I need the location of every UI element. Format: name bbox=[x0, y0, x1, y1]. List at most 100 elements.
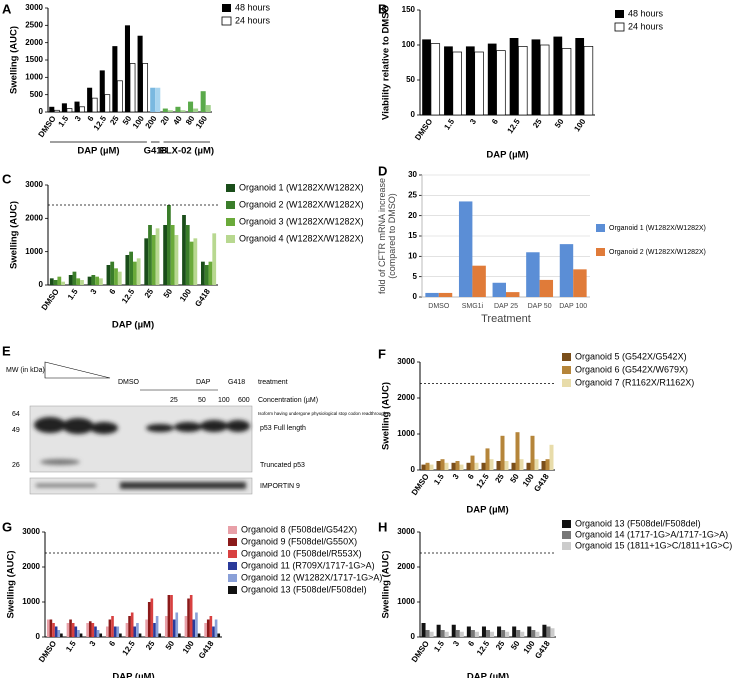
bar bbox=[429, 464, 434, 470]
x-tick-label: DMSO bbox=[410, 472, 431, 497]
treatment-name: G418 bbox=[228, 379, 245, 386]
bar bbox=[481, 626, 486, 637]
bar bbox=[53, 109, 60, 113]
bar bbox=[94, 626, 97, 637]
x-tick-label: DMSO bbox=[37, 639, 58, 664]
bar bbox=[116, 626, 120, 637]
x-tick-label: 6 bbox=[108, 287, 118, 296]
y-tick-label: 100 bbox=[402, 40, 416, 49]
x-tick-label: 200 bbox=[144, 114, 159, 131]
bar bbox=[466, 462, 471, 470]
legend-swatch bbox=[228, 574, 237, 582]
bar bbox=[520, 631, 525, 637]
bar bbox=[212, 233, 217, 285]
y-tick-label: 1000 bbox=[397, 597, 415, 606]
bar bbox=[518, 46, 528, 116]
band-label: p53 Full length bbox=[260, 425, 306, 432]
x-tick-label: 25 bbox=[531, 117, 544, 130]
bar bbox=[197, 633, 201, 637]
bar bbox=[138, 633, 142, 637]
bar bbox=[459, 464, 464, 470]
bar bbox=[455, 630, 460, 637]
bar bbox=[188, 101, 194, 112]
bar bbox=[549, 444, 554, 470]
bar bbox=[214, 619, 218, 637]
legend-label: Organoid 13 (F508del/F508del) bbox=[241, 584, 367, 594]
legend-swatch bbox=[226, 218, 235, 226]
bar bbox=[150, 87, 156, 112]
x-tick-label: G418 bbox=[197, 639, 216, 661]
band-label: IMPORTIN 9 bbox=[260, 483, 300, 490]
band-label: Truncated p53 bbox=[260, 462, 305, 469]
group-label: DAP (µM) bbox=[77, 146, 119, 157]
bar bbox=[485, 630, 491, 637]
legend-label: Organoid 1 (W1282X/W1282X) bbox=[239, 182, 364, 192]
x-tick-label: DMSO bbox=[428, 303, 450, 310]
legend-swatch bbox=[226, 201, 235, 209]
bar bbox=[136, 258, 141, 285]
bar bbox=[128, 616, 131, 637]
legend-swatch bbox=[228, 538, 237, 546]
bar bbox=[440, 459, 445, 470]
x-axis-label: DAP (µM) bbox=[486, 150, 528, 161]
legend-swatch bbox=[562, 379, 571, 387]
bar bbox=[430, 43, 441, 116]
legend-swatch bbox=[562, 520, 571, 528]
x-tick-label: 6 bbox=[490, 117, 500, 126]
band bbox=[36, 484, 96, 487]
legend-swatch bbox=[562, 366, 571, 374]
bar bbox=[452, 51, 462, 116]
legend-swatch bbox=[226, 235, 235, 243]
bar bbox=[459, 631, 464, 637]
bar bbox=[91, 97, 98, 113]
bar bbox=[178, 633, 181, 637]
legend-label: 24 hours bbox=[628, 21, 664, 31]
bar bbox=[163, 225, 167, 285]
bar bbox=[217, 633, 221, 637]
band bbox=[226, 420, 250, 432]
bar bbox=[86, 623, 89, 637]
band bbox=[90, 422, 118, 434]
bar bbox=[474, 462, 479, 470]
bar bbox=[458, 201, 473, 297]
bar bbox=[104, 94, 111, 113]
bar bbox=[99, 70, 105, 112]
bar bbox=[144, 238, 149, 285]
legend-label: Organoid 8 (F508del/G542X) bbox=[241, 524, 357, 534]
bar bbox=[69, 619, 72, 637]
x-tick-label: 12.5 bbox=[92, 114, 109, 132]
bar bbox=[526, 462, 531, 470]
y-tick-label: 1000 bbox=[25, 247, 43, 256]
legend-swatch bbox=[614, 22, 625, 32]
x-tick-label: DMSO bbox=[410, 639, 431, 664]
bar bbox=[496, 50, 506, 116]
legend-label: Organoid 2 (W1282X/W1282X) bbox=[239, 199, 364, 209]
panel-letter: C bbox=[2, 171, 12, 186]
panel-letter: F bbox=[378, 346, 386, 361]
bar bbox=[133, 626, 137, 637]
legend-label: Organoid 10 (F508del/R553X) bbox=[241, 548, 362, 558]
bar bbox=[133, 261, 137, 285]
bar bbox=[496, 461, 501, 470]
bar bbox=[110, 261, 115, 285]
x-tick-label: 1.5 bbox=[432, 639, 446, 654]
legend-label: Organoid 6 (G542X/W679X) bbox=[575, 364, 688, 374]
concentration: 25 bbox=[170, 397, 178, 404]
bar bbox=[474, 631, 479, 637]
x-tick-label: 12.5 bbox=[475, 472, 492, 490]
legend-label: Organoid 12 (W1282X/1717-1G>A) bbox=[241, 572, 382, 582]
bar bbox=[53, 280, 58, 285]
x-tick-label: 3 bbox=[89, 287, 99, 296]
bar bbox=[444, 462, 449, 470]
bar bbox=[425, 292, 439, 297]
bar bbox=[531, 630, 536, 637]
bar bbox=[57, 630, 61, 637]
panel-letter: A bbox=[2, 1, 12, 16]
bar bbox=[79, 633, 83, 637]
x-tick-label: SMG1i bbox=[462, 303, 484, 310]
concentration-label: Concentration (µM) bbox=[258, 397, 318, 404]
bar bbox=[526, 252, 540, 297]
legend-label: 24 hours bbox=[235, 15, 271, 25]
bar bbox=[155, 87, 161, 112]
